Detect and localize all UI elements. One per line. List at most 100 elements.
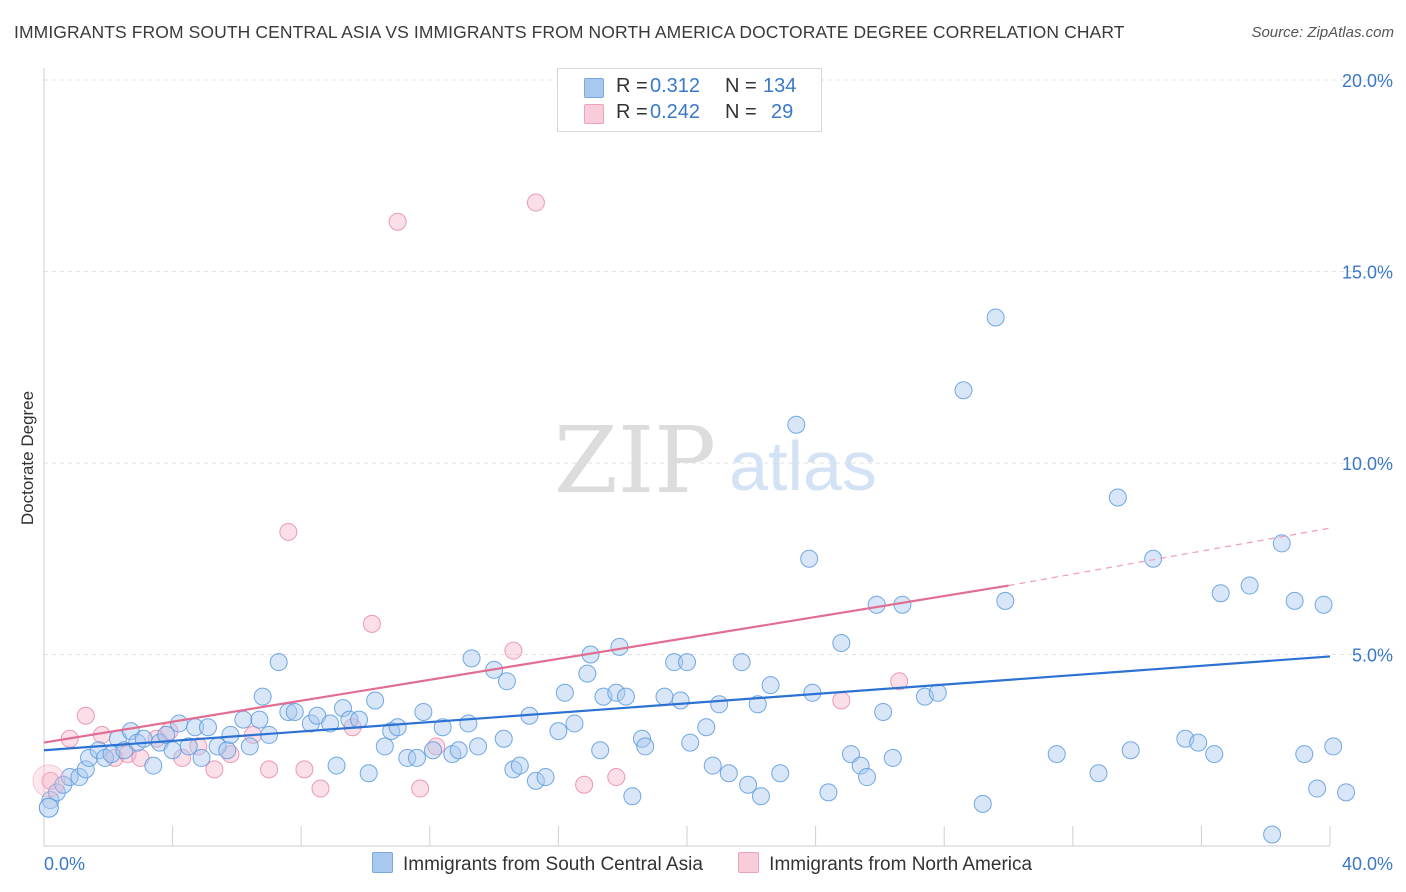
y-tick-label: 10.0% <box>1342 454 1393 474</box>
point-south-central-asia <box>359 764 378 783</box>
point-south-central-asia <box>819 783 838 802</box>
point-south-central-asia <box>1308 779 1327 798</box>
point-south-central-asia <box>703 756 722 775</box>
legend-swatch-pink <box>738 852 760 873</box>
point-north-america <box>411 779 430 798</box>
point-south-central-asia <box>1205 745 1224 764</box>
point-south-central-asia <box>536 768 555 787</box>
point-south-central-asia <box>1314 595 1333 614</box>
point-south-central-asia <box>636 737 655 756</box>
point-south-central-asia <box>1144 549 1163 568</box>
point-south-central-asia <box>510 756 529 775</box>
point-south-central-asia <box>497 672 516 691</box>
point-south-central-asia <box>47 783 66 802</box>
point-south-central-asia <box>1295 745 1314 764</box>
point-south-central-asia <box>671 691 690 710</box>
point-south-central-asia <box>578 664 597 683</box>
point-south-central-asia <box>433 718 452 737</box>
trend-line-south-central-asia <box>43 655 1331 752</box>
chart-title: IMMIGRANTS FROM SOUTH CENTRAL ASIA VS IM… <box>14 22 1125 42</box>
point-south-central-asia <box>1121 741 1140 760</box>
point-south-central-asia <box>60 768 79 787</box>
trend-line-north-america-extension <box>1008 527 1331 587</box>
y-tick-label: 5.0% <box>1352 646 1393 666</box>
data-points <box>32 193 1356 844</box>
legend-item-south-central-asia[interactable]: Immigrants from South Central Asia <box>372 852 703 876</box>
point-south-central-asia <box>1240 576 1259 595</box>
point-south-central-asia <box>424 741 443 760</box>
n-label: N = <box>725 101 757 123</box>
point-south-central-asia <box>462 649 481 668</box>
point-south-central-asia <box>221 725 240 744</box>
point-south-central-asia <box>973 794 992 813</box>
point-south-central-asia <box>655 687 674 706</box>
point-south-central-asia <box>928 683 947 702</box>
point-south-central-asia <box>269 653 288 672</box>
point-south-central-asia <box>192 748 211 767</box>
point-north-america <box>575 775 594 794</box>
point-south-central-asia <box>623 787 642 806</box>
point-south-central-asia <box>678 653 696 672</box>
point-south-central-asia <box>1337 783 1356 802</box>
point-south-central-asia <box>388 718 407 737</box>
point-south-central-asia <box>761 676 780 695</box>
point-south-central-asia <box>80 748 99 767</box>
point-north-america-large <box>32 764 66 798</box>
point-south-central-asia <box>157 725 176 744</box>
point-south-central-asia <box>414 702 433 721</box>
point-south-central-asia <box>719 764 738 783</box>
point-south-central-asia <box>54 775 73 794</box>
point-south-central-asia <box>681 733 700 752</box>
stats-row-blue: R = 0.312 N = 134 <box>558 75 821 101</box>
point-south-central-asia <box>732 653 751 672</box>
point-south-central-asia <box>565 714 584 733</box>
point-south-central-asia <box>253 687 272 706</box>
point-south-central-asia <box>607 683 626 702</box>
point-south-central-asia <box>800 549 819 568</box>
point-south-central-asia <box>285 702 304 721</box>
series-legend: Immigrants from South Central Asia Immig… <box>372 852 1032 876</box>
stats-legend: R = 0.312 N = 134 R = 0.242 N = 29 <box>557 68 822 132</box>
point-south-central-asia <box>163 741 182 760</box>
point-south-central-asia <box>751 787 770 806</box>
y-tick-label: 20.0% <box>1342 71 1393 91</box>
point-north-america <box>388 212 407 231</box>
point-south-central-asia <box>449 741 468 760</box>
swatch-pink <box>584 104 604 124</box>
point-south-central-asia <box>234 710 253 729</box>
point-south-central-asia <box>70 768 89 787</box>
stats-row-pink: R = 0.242 N = 29 <box>558 101 821 127</box>
point-south-central-asia <box>771 764 790 783</box>
r-label: R = <box>616 75 648 97</box>
point-south-central-asia <box>494 729 513 748</box>
point-south-central-asia <box>665 653 684 672</box>
point-south-central-asia <box>134 729 153 748</box>
legend-item-north-america[interactable]: Immigrants from North America <box>738 852 1032 876</box>
point-south-central-asia <box>739 775 758 794</box>
point-south-central-asia <box>549 722 568 741</box>
point-south-central-asia <box>1189 733 1208 752</box>
x-tick-label-min: 0.0% <box>44 854 85 874</box>
point-south-central-asia <box>321 714 340 733</box>
point-south-central-asia <box>179 737 198 756</box>
legend-label-south-central-asia: Immigrants from South Central Asia <box>403 854 703 875</box>
point-north-america <box>832 691 851 710</box>
point-north-america <box>890 672 909 691</box>
point-south-central-asia <box>697 718 716 737</box>
point-north-america <box>607 768 626 787</box>
point-south-central-asia <box>1089 764 1108 783</box>
r-value-pink: 0.242 <box>650 101 701 123</box>
axes <box>43 68 1331 847</box>
point-south-central-asia <box>883 748 902 767</box>
trend-line-north-america <box>43 584 1009 744</box>
legend-swatch-blue <box>372 852 393 873</box>
point-south-central-asia <box>350 710 369 729</box>
point-south-central-asia-large <box>38 797 59 818</box>
point-north-america <box>362 614 381 633</box>
watermark-atlas: atlas <box>729 427 877 505</box>
point-south-central-asia <box>1211 584 1230 603</box>
point-south-central-asia <box>327 756 346 775</box>
point-south-central-asia <box>301 714 320 733</box>
gridlines <box>44 79 1394 655</box>
